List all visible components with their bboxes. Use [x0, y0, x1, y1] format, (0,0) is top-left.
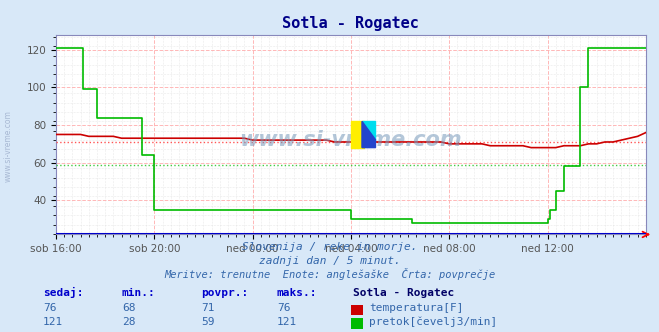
Text: temperatura[F]: temperatura[F]	[369, 303, 463, 313]
Text: zadnji dan / 5 minut.: zadnji dan / 5 minut.	[258, 256, 401, 266]
Text: 71: 71	[201, 303, 214, 313]
Text: povpr.:: povpr.:	[201, 288, 248, 298]
Bar	[351, 121, 364, 148]
Text: Sotla - Rogatec: Sotla - Rogatec	[353, 288, 454, 298]
Text: Slovenija / reke in morje.: Slovenija / reke in morje.	[242, 242, 417, 252]
Text: maks.:: maks.:	[277, 288, 317, 298]
Polygon shape	[362, 121, 376, 148]
Text: pretok[čevelj3/min]: pretok[čevelj3/min]	[369, 316, 498, 327]
Title: Sotla - Rogatec: Sotla - Rogatec	[283, 16, 419, 31]
Text: 76: 76	[277, 303, 290, 313]
Text: www.si-vreme.com: www.si-vreme.com	[240, 130, 462, 150]
Text: 121: 121	[43, 317, 63, 327]
Text: 68: 68	[122, 303, 135, 313]
Text: www.si-vreme.com: www.si-vreme.com	[3, 110, 13, 182]
Text: 76: 76	[43, 303, 56, 313]
Text: 28: 28	[122, 317, 135, 327]
Text: Meritve: trenutne  Enote: anglešaške  Črta: povprečje: Meritve: trenutne Enote: anglešaške Črta…	[164, 268, 495, 280]
Text: min.:: min.:	[122, 288, 156, 298]
Polygon shape	[362, 121, 376, 140]
Text: sedaj:: sedaj:	[43, 287, 83, 298]
Text: 59: 59	[201, 317, 214, 327]
Text: 121: 121	[277, 317, 297, 327]
